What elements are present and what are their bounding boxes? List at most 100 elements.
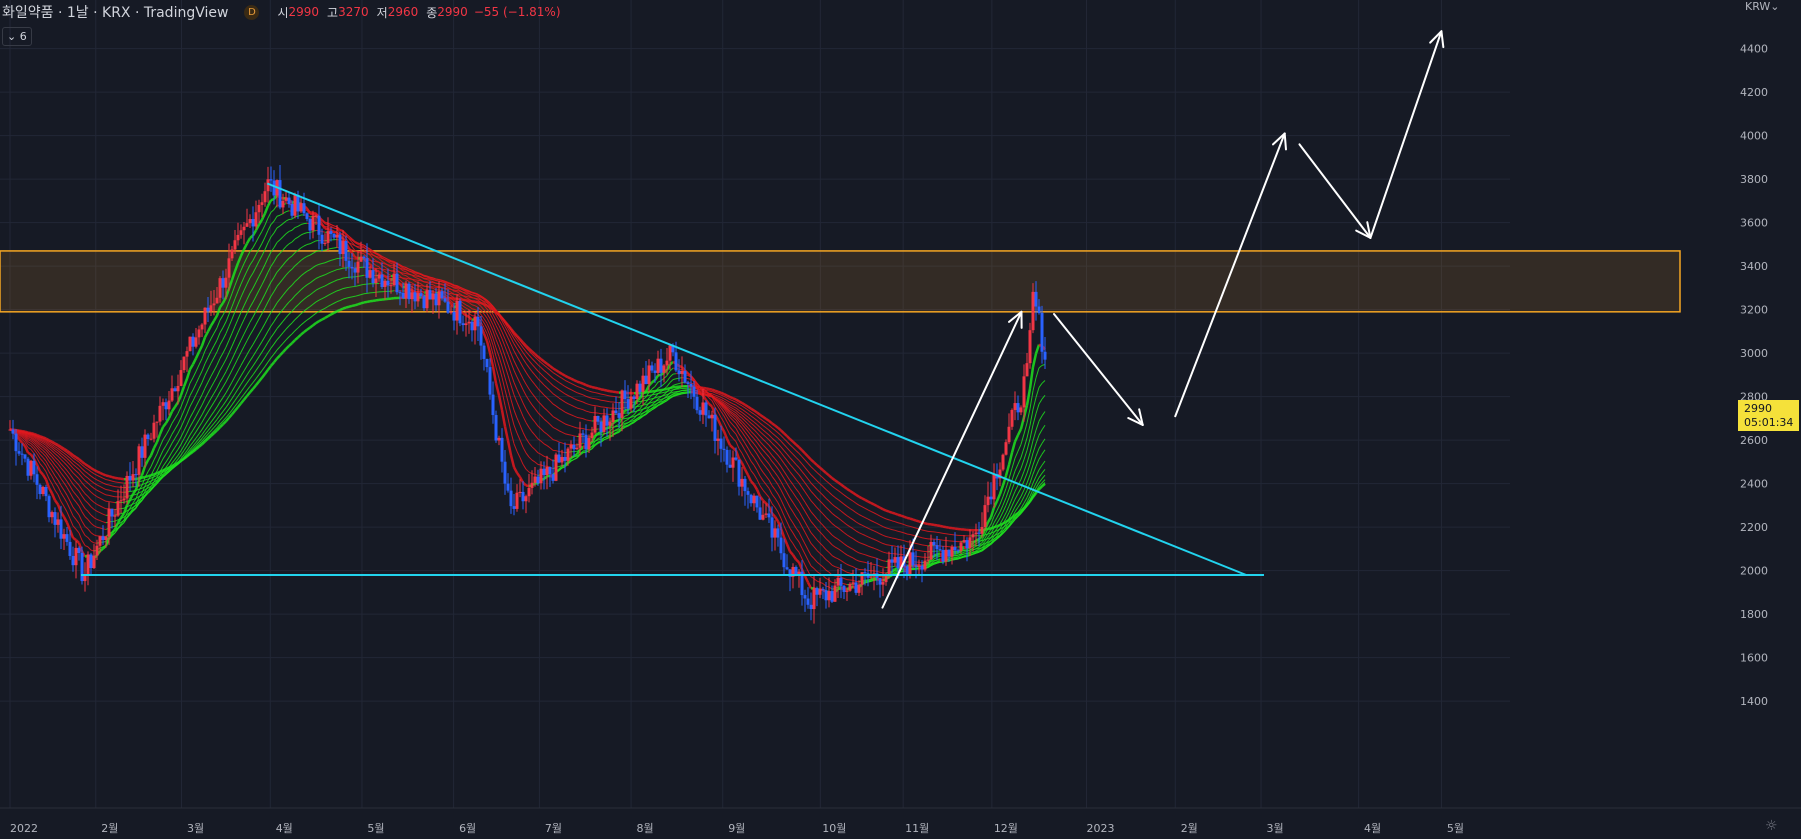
ribbon-segment: [735, 398, 740, 403]
ribbon-segment: [159, 473, 164, 477]
ribbon-segment: [192, 383, 197, 391]
ribbon-segment: [666, 390, 671, 393]
ribbon-segment: [243, 327, 248, 335]
ribbon-segment: [285, 271, 290, 276]
ribbon-segment: [831, 494, 836, 498]
ribbon-segment: [123, 517, 128, 523]
ribbon-segment: [1014, 474, 1019, 482]
ribbon-segment: [273, 256, 278, 262]
ribbon-segment: [807, 470, 812, 476]
ribbon-segment: [1023, 422, 1028, 435]
ribbon-segment: [63, 471, 68, 476]
ribbon-segment: [480, 314, 485, 319]
ribbon-segment: [582, 394, 587, 397]
ribbon-segment: [198, 429, 203, 435]
ribbon-segment: [111, 495, 116, 498]
ribbon-segment: [1035, 421, 1040, 431]
ribbon-segment: [726, 400, 731, 403]
ribbon-segment: [75, 539, 80, 544]
ribbon-segment: [549, 390, 554, 395]
ribbon-segment: [1002, 527, 1007, 531]
ribbon-segment: [360, 301, 365, 305]
ribbon-segment: [594, 386, 599, 390]
ribbon-segment: [549, 447, 554, 451]
ribbon-segment: [456, 287, 461, 290]
ribbon-segment: [378, 255, 383, 259]
ribbon-segment: [837, 499, 842, 503]
ribbon-segment: [501, 325, 506, 332]
candle-body: [26, 458, 30, 476]
ribbon-segment: [1029, 440, 1034, 453]
ribbon-segment: [255, 261, 260, 268]
ribbon-segment: [258, 376, 263, 383]
ribbon-segment: [65, 522, 72, 531]
ribbon-segment: [195, 388, 200, 396]
ribbon-segment: [531, 364, 536, 369]
ribbon-segment: [855, 502, 860, 506]
ribbon-segment: [87, 477, 92, 482]
ribbon-segment: [165, 440, 170, 446]
ribbon-segment: [147, 477, 152, 480]
ribbon-segment: [999, 505, 1004, 513]
ribbon-segment: [411, 278, 416, 281]
ribbon-segment: [200, 336, 207, 347]
ribbon-segment: [321, 224, 326, 227]
ribbon-segment: [495, 325, 500, 332]
ribbon-segment: [777, 476, 782, 482]
ribbon-segment: [294, 336, 299, 342]
ribbon-segment: [237, 365, 242, 372]
ribbon-segment: [813, 524, 818, 530]
ribbon-segment: [945, 525, 950, 529]
ribbon-segment: [759, 446, 764, 451]
ribbon-segment: [753, 438, 758, 443]
ribbon-segment: [228, 293, 233, 302]
ribbon-segment: [729, 414, 734, 418]
ribbon-segment: [549, 365, 554, 370]
ribbon-segment: [1005, 505, 1010, 513]
ribbon-segment: [39, 447, 44, 451]
ribbon-segment: [84, 466, 89, 470]
ribbon-segment: [774, 451, 779, 456]
ribbon-segment: [279, 308, 284, 314]
ribbon-segment: [87, 464, 92, 470]
ribbon-segment: [294, 292, 299, 296]
ribbon-segment: [672, 394, 677, 397]
ribbon-segment: [81, 476, 86, 481]
ribbon-segment: [513, 370, 518, 378]
ribbon-segment: [465, 290, 470, 293]
ribbon-segment: [195, 400, 200, 407]
ribbon-segment: [300, 298, 305, 303]
ribbon-segment: [753, 457, 758, 463]
ribbon-segment: [1020, 459, 1025, 469]
ribbon-segment: [336, 268, 341, 271]
ribbon-segment: [732, 416, 737, 421]
ribbon-segment: [573, 435, 578, 437]
ribbon-segment: [828, 491, 833, 496]
ribbon-segment: [147, 474, 152, 478]
ribbon-segment: [771, 422, 776, 427]
ribbon-segment: [150, 486, 155, 491]
ribbon-segment: [558, 382, 563, 385]
ribbon-segment: [140, 465, 147, 476]
ribbon-segment: [1001, 475, 1008, 486]
ribbon-segment: [849, 536, 854, 540]
ribbon-segment: [1023, 504, 1028, 509]
ribbon-segment: [192, 415, 197, 422]
ribbon-segment: [723, 405, 728, 410]
ribbon-segment: [81, 489, 86, 494]
ribbon-segment: [606, 400, 611, 403]
ribbon-segment: [549, 369, 554, 373]
ribbon-segment: [651, 393, 656, 396]
ribbon-segment: [834, 506, 839, 510]
ribbon-segment: [240, 379, 245, 385]
ribbon-segment: [924, 530, 929, 532]
ribbon-segment: [741, 453, 746, 460]
ribbon-segment: [636, 418, 641, 421]
ribbon-segment: [1029, 452, 1034, 465]
ribbon-segment: [360, 293, 365, 296]
ribbon-segment: [270, 261, 275, 267]
ribbon-segment: [60, 467, 65, 472]
ribbon-segment: [264, 257, 269, 265]
ribbon-segment: [531, 446, 536, 451]
